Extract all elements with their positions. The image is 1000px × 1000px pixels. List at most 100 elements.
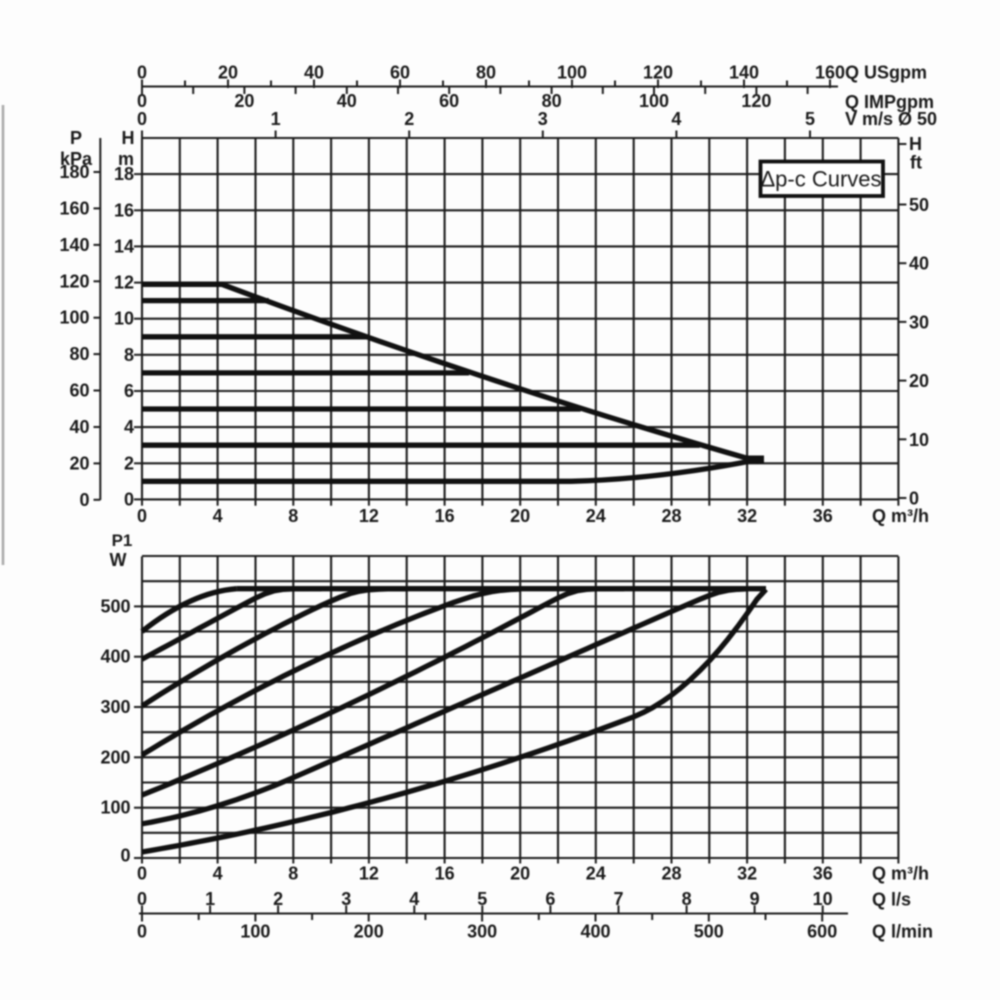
svg-text:16: 16 <box>114 200 134 220</box>
svg-text:100: 100 <box>240 922 270 942</box>
svg-text:V m/s Ø 50: V m/s Ø 50 <box>845 109 937 129</box>
svg-text:10: 10 <box>114 309 134 329</box>
svg-text:0: 0 <box>137 506 147 526</box>
svg-text:80: 80 <box>476 63 496 83</box>
svg-text:7: 7 <box>613 889 623 909</box>
svg-text:100: 100 <box>639 91 669 111</box>
svg-text:180: 180 <box>59 162 89 182</box>
svg-text:9: 9 <box>750 889 760 909</box>
svg-text:1: 1 <box>271 109 281 129</box>
svg-text:600: 600 <box>807 922 837 942</box>
svg-text:8: 8 <box>288 506 298 526</box>
svg-text:36: 36 <box>813 506 833 526</box>
svg-text:0: 0 <box>79 490 89 510</box>
svg-text:0: 0 <box>137 864 147 884</box>
svg-text:20: 20 <box>510 864 530 884</box>
svg-text:160: 160 <box>815 63 845 83</box>
svg-text:20: 20 <box>909 371 929 391</box>
svg-text:Q l/s: Q l/s <box>872 890 911 910</box>
svg-text:24: 24 <box>586 506 606 526</box>
svg-text:20: 20 <box>234 91 254 111</box>
svg-text:H: H <box>909 134 922 154</box>
svg-text:8: 8 <box>288 864 298 884</box>
svg-text:80: 80 <box>69 344 89 364</box>
svg-text:16: 16 <box>435 506 455 526</box>
svg-text:100: 100 <box>557 63 587 83</box>
svg-text:40: 40 <box>337 91 357 111</box>
svg-text:60: 60 <box>439 91 459 111</box>
svg-text:100: 100 <box>59 308 89 328</box>
svg-text:4: 4 <box>409 889 419 909</box>
svg-text:Q m³/h: Q m³/h <box>872 506 929 526</box>
svg-text:20: 20 <box>69 453 89 473</box>
svg-text:50: 50 <box>909 195 929 215</box>
svg-text:4: 4 <box>213 864 223 884</box>
svg-text:1: 1 <box>205 889 215 909</box>
svg-text:Q m³/h: Q m³/h <box>872 864 929 884</box>
svg-text:20: 20 <box>510 506 530 526</box>
svg-text:4: 4 <box>671 109 681 129</box>
svg-text:120: 120 <box>741 91 771 111</box>
svg-text:140: 140 <box>729 63 759 83</box>
svg-text:500: 500 <box>100 596 130 616</box>
svg-text:m: m <box>118 149 134 169</box>
svg-text:0: 0 <box>137 91 147 111</box>
svg-text:P: P <box>70 128 82 148</box>
svg-text:120: 120 <box>59 271 89 291</box>
svg-text:kPa: kPa <box>60 149 93 169</box>
svg-text:60: 60 <box>69 381 89 401</box>
svg-text:6: 6 <box>124 381 134 401</box>
svg-text:H: H <box>122 128 135 148</box>
svg-text:0: 0 <box>137 109 147 129</box>
svg-text:12: 12 <box>359 864 379 884</box>
svg-text:30: 30 <box>909 312 929 332</box>
svg-text:0: 0 <box>137 889 147 909</box>
svg-text:300: 300 <box>100 697 130 717</box>
svg-text:500: 500 <box>694 922 724 942</box>
svg-text:400: 400 <box>100 647 130 667</box>
svg-text:Q USgpm: Q USgpm <box>845 63 927 83</box>
svg-text:200: 200 <box>100 747 130 767</box>
svg-text:6: 6 <box>545 889 555 909</box>
svg-text:36: 36 <box>813 864 833 884</box>
svg-text:12: 12 <box>359 506 379 526</box>
svg-text:3: 3 <box>341 889 351 909</box>
svg-text:Q l/min: Q l/min <box>872 922 933 942</box>
svg-text:16: 16 <box>435 864 455 884</box>
svg-text:80: 80 <box>542 91 562 111</box>
svg-text:Q IMPgpm: Q IMPgpm <box>845 92 934 112</box>
svg-text:Δp-c Curves: Δp-c Curves <box>760 167 881 192</box>
svg-text:2: 2 <box>124 453 134 473</box>
svg-text:28: 28 <box>661 506 681 526</box>
svg-text:12: 12 <box>114 273 134 293</box>
svg-text:0: 0 <box>137 922 147 942</box>
svg-text:P1: P1 <box>112 531 133 550</box>
svg-text:10: 10 <box>909 430 929 450</box>
svg-text:100: 100 <box>100 798 130 818</box>
svg-text:4: 4 <box>213 506 223 526</box>
svg-text:0: 0 <box>909 489 919 509</box>
svg-text:300: 300 <box>467 922 497 942</box>
svg-text:140: 140 <box>59 235 89 255</box>
svg-text:5: 5 <box>805 109 815 129</box>
svg-text:160: 160 <box>59 198 89 218</box>
svg-text:ft: ft <box>910 153 922 173</box>
svg-text:400: 400 <box>580 922 610 942</box>
svg-text:2: 2 <box>404 109 414 129</box>
svg-text:3: 3 <box>538 109 548 129</box>
svg-text:24: 24 <box>586 864 606 884</box>
svg-text:120: 120 <box>643 63 673 83</box>
svg-text:4: 4 <box>124 417 134 437</box>
svg-text:0: 0 <box>137 63 147 83</box>
svg-text:W: W <box>110 550 127 570</box>
svg-text:2: 2 <box>273 889 283 909</box>
svg-text:40: 40 <box>69 417 89 437</box>
svg-text:0: 0 <box>124 489 134 509</box>
svg-text:60: 60 <box>390 63 410 83</box>
svg-text:8: 8 <box>124 345 134 365</box>
svg-text:200: 200 <box>354 922 384 942</box>
svg-text:28: 28 <box>661 864 681 884</box>
svg-text:8: 8 <box>682 889 692 909</box>
svg-text:14: 14 <box>114 236 134 256</box>
svg-text:32: 32 <box>737 864 757 884</box>
